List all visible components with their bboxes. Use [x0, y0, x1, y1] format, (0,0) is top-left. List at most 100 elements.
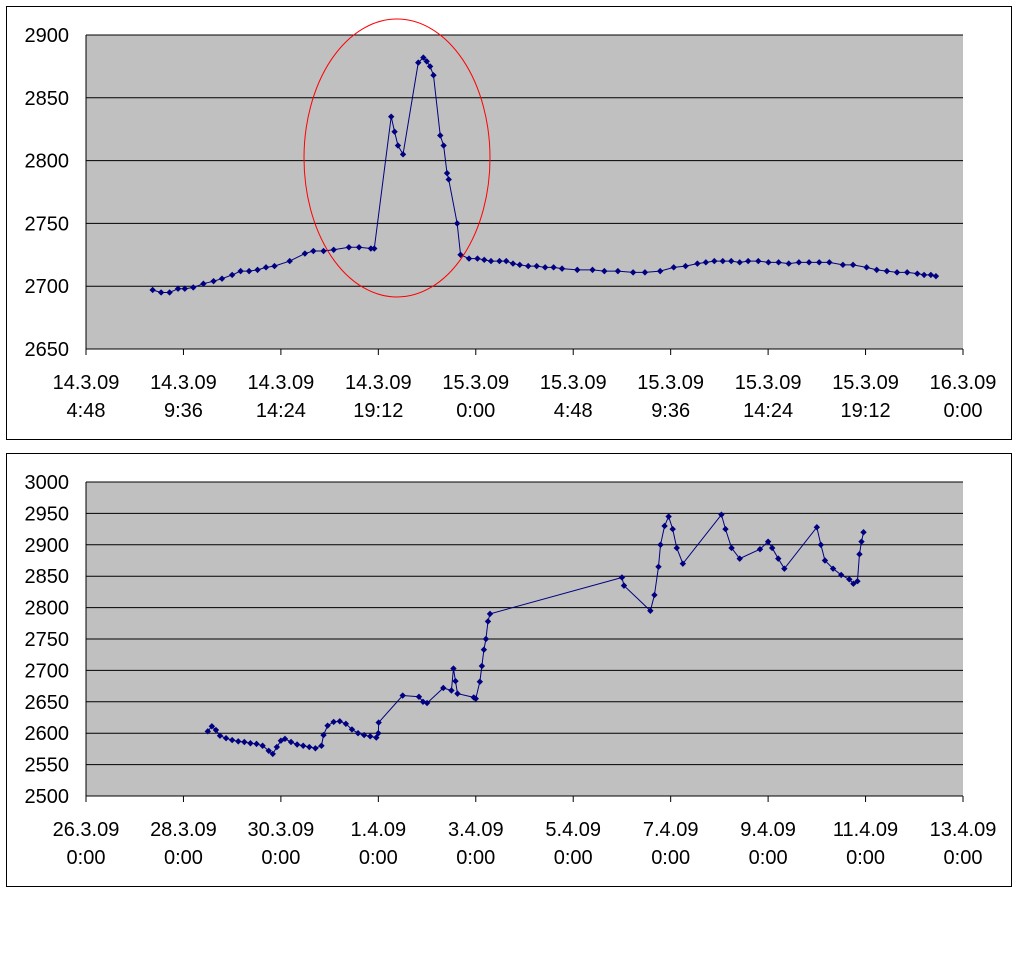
data-point-2-32 — [375, 730, 382, 737]
data-point-2-15 — [281, 735, 289, 743]
data-point-2-58 — [665, 513, 672, 520]
data-point-1-56 — [629, 269, 637, 276]
y-tick-label-2-2750: 2750 — [25, 629, 70, 651]
y-tick-label-1-2800: 2800 — [25, 151, 70, 173]
data-point-2-43 — [470, 694, 477, 701]
data-point-2-78 — [854, 578, 861, 585]
data-point-1-59 — [670, 264, 677, 271]
x-tick-time-2-7: 0:00 — [749, 847, 788, 869]
data-point-2-34 — [399, 692, 406, 699]
y-tick-label-2-2600: 2600 — [25, 723, 70, 745]
data-point-1-61 — [694, 260, 701, 267]
data-point-2-66 — [756, 545, 764, 553]
data-point-1-8 — [218, 275, 226, 282]
data-point-1-86 — [932, 272, 940, 280]
data-point-2-30 — [367, 733, 374, 740]
data-point-1-32 — [430, 71, 437, 79]
data-point-1-47 — [525, 262, 532, 270]
data-point-1-18 — [320, 247, 327, 255]
x-tick-time-1-5: 4:48 — [554, 400, 593, 422]
data-point-2-5 — [228, 736, 236, 744]
data-point-2-31 — [373, 734, 380, 741]
data-point-1-49 — [541, 264, 549, 271]
data-point-2-60 — [673, 544, 680, 552]
data-point-2-51 — [618, 574, 626, 581]
x-tick-date-1-1: 14.3.09 — [150, 372, 217, 394]
data-point-1-36 — [445, 176, 452, 183]
x-tick-date-2-1: 28.3.09 — [150, 819, 217, 841]
y-tick-label-1-2650: 2650 — [25, 339, 70, 361]
x-tick-time-2-8: 0:00 — [846, 847, 885, 869]
data-point-1-80 — [883, 267, 891, 275]
data-point-2-18 — [300, 742, 307, 749]
data-point-1-75 — [826, 259, 833, 266]
data-point-1-72 — [795, 259, 803, 266]
data-point-1-13 — [262, 264, 270, 271]
data-point-1-65 — [728, 257, 735, 265]
data-point-1-26 — [394, 142, 402, 149]
x-tick-date-1-0: 14.3.09 — [53, 372, 120, 394]
data-point-2-12 — [269, 750, 276, 758]
data-point-2-13 — [273, 743, 281, 751]
x-tick-date-2-8: 11.4.09 — [833, 819, 898, 841]
x-tick-time-1-6: 9:36 — [651, 400, 690, 422]
data-point-1-6 — [200, 280, 207, 287]
y-tick-label-1-2750: 2750 — [25, 213, 70, 235]
data-point-1-66 — [736, 259, 743, 266]
y-tick-label-2-2800: 2800 — [25, 598, 70, 620]
y-tick-label-2-2950: 2950 — [25, 503, 70, 525]
x-tick-time-1-3: 19:12 — [353, 400, 403, 422]
x-tick-time-2-6: 0:00 — [651, 847, 690, 869]
data-point-2-57 — [661, 522, 668, 530]
data-point-1-85 — [927, 271, 935, 279]
data-point-2-70 — [781, 565, 788, 572]
data-point-1-73 — [805, 259, 813, 266]
data-point-1-35 — [443, 169, 451, 177]
x-tick-date-1-4: 15.3.09 — [442, 372, 509, 394]
data-point-2-49 — [484, 618, 492, 625]
data-point-2-9 — [253, 740, 260, 748]
data-point-2-33 — [375, 719, 382, 726]
data-point-2-17 — [293, 741, 301, 748]
x-tick-date-2-5: 5.4.09 — [545, 819, 601, 841]
data-point-2-39 — [448, 687, 455, 694]
data-point-2-64 — [728, 544, 735, 552]
data-point-2-48 — [482, 635, 490, 643]
data-point-2-25 — [336, 718, 343, 725]
data-point-1-22 — [367, 245, 375, 252]
data-point-1-7 — [210, 277, 217, 285]
data-point-1-81 — [893, 269, 901, 276]
data-point-2-74 — [829, 565, 837, 572]
x-tick-time-2-2: 0:00 — [261, 847, 300, 869]
data-point-2-0 — [204, 728, 212, 735]
data-point-2-6 — [235, 738, 242, 745]
data-point-1-30 — [423, 58, 430, 65]
data-point-2-56 — [657, 541, 664, 548]
x-tick-time-1-0: 4:48 — [67, 400, 106, 422]
data-point-1-53 — [589, 266, 596, 274]
data-point-2-38 — [440, 684, 447, 692]
y-tick-label-2-2650: 2650 — [25, 692, 70, 714]
data-point-2-77 — [850, 580, 857, 587]
x-tick-date-1-7: 15.3.09 — [735, 372, 802, 394]
data-point-2-44 — [472, 695, 479, 702]
data-point-2-53 — [647, 607, 654, 614]
data-point-1-0 — [149, 286, 156, 294]
data-point-1-14 — [271, 262, 278, 270]
data-point-2-80 — [858, 538, 865, 545]
data-point-2-63 — [722, 525, 729, 533]
data-point-1-70 — [775, 259, 782, 266]
data-point-2-37 — [423, 699, 431, 707]
data-point-2-29 — [360, 731, 368, 739]
data-point-1-19 — [330, 246, 337, 253]
data-point-2-27 — [348, 726, 356, 733]
data-point-1-52 — [574, 266, 581, 274]
x-tick-time-1-7: 14:24 — [743, 400, 793, 422]
data-point-2-14 — [277, 737, 285, 744]
data-point-1-5 — [190, 284, 197, 291]
data-point-2-4 — [222, 735, 230, 742]
data-point-2-52 — [620, 582, 628, 589]
data-point-1-68 — [755, 257, 762, 265]
data-point-2-75 — [837, 571, 845, 579]
data-point-1-83 — [914, 270, 921, 277]
